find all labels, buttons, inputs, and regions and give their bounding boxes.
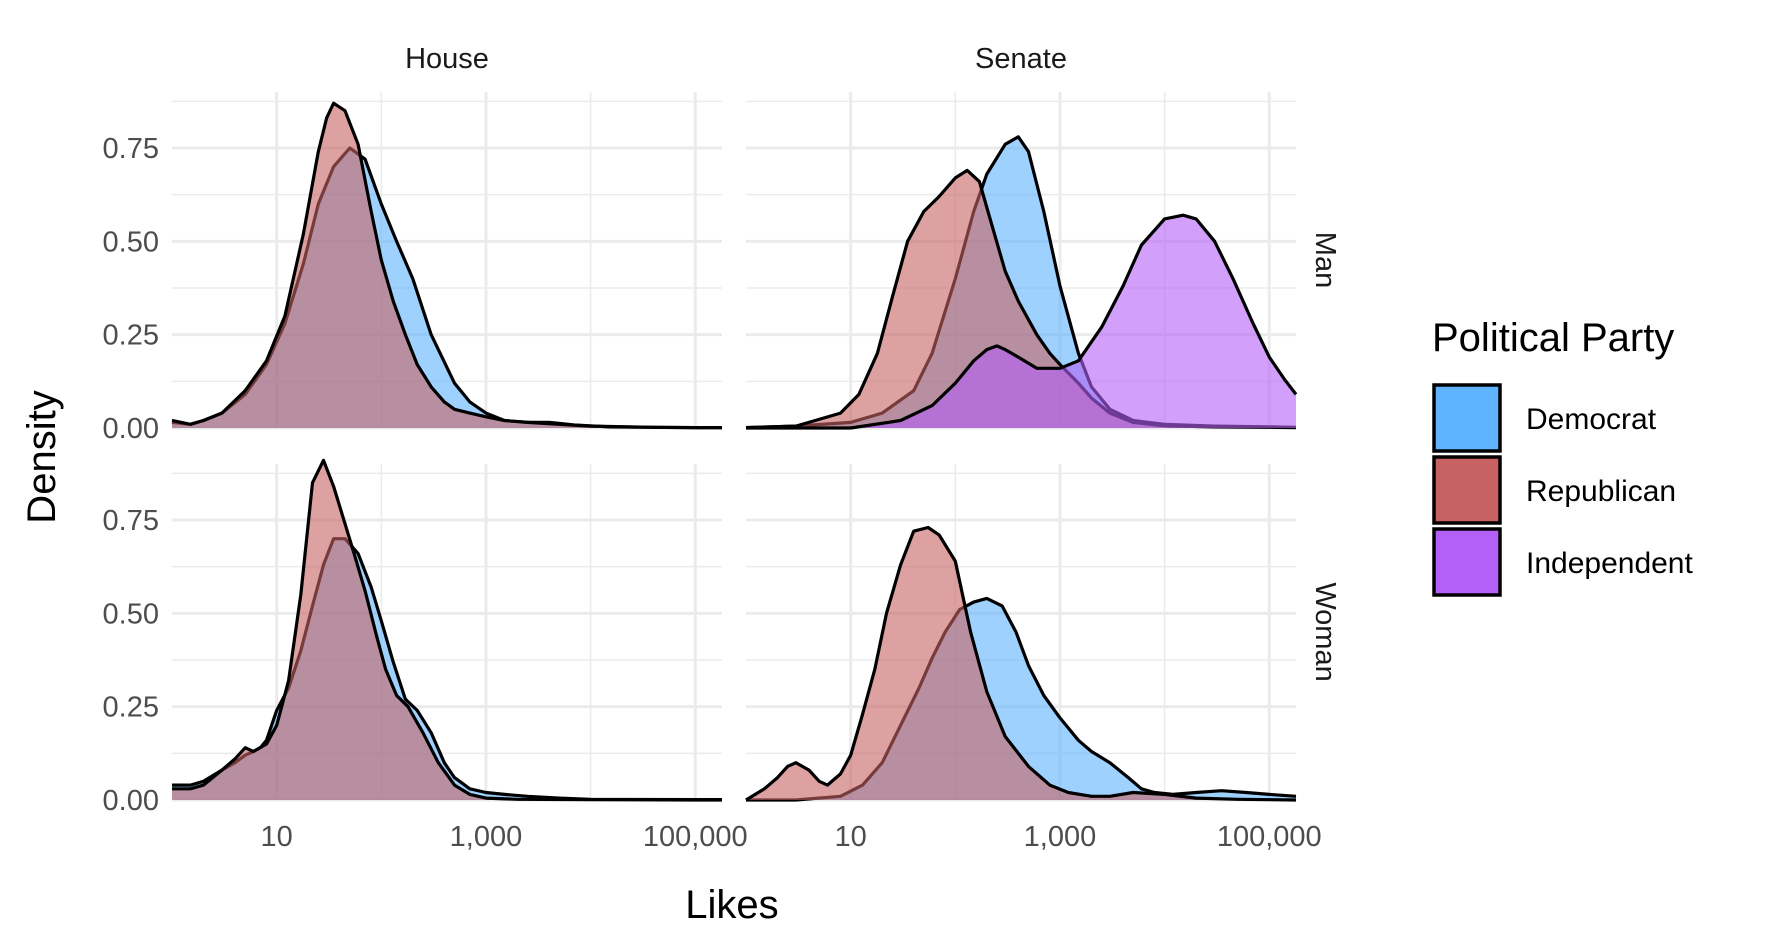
- legend: Political Party Democrat Republican Indepe…: [1432, 316, 1693, 597]
- density-area-republican: [172, 103, 722, 428]
- density-area-democrat: [746, 136, 1296, 429]
- density-line-republican: [172, 458, 722, 802]
- x-tick-label: 10: [835, 821, 867, 853]
- panel-senate-man: [745, 92, 1298, 430]
- x-tick-label: 100,000: [1217, 821, 1322, 853]
- panel-house-woman: 0.00 0.25 0.50 0.75 10 1,000 100,000: [103, 458, 748, 853]
- x-tick-label: 1,000: [1024, 821, 1097, 853]
- legend-items: Democrat Republican Independent: [1432, 383, 1693, 597]
- y-tick-label: 0.00: [103, 413, 159, 445]
- panel-house-man: 0.00 0.25 0.50 0.75: [103, 92, 722, 445]
- x-tick-label: 10: [261, 821, 293, 853]
- legend-label-republican: Republican: [1526, 475, 1676, 508]
- x-axis-title: Likes: [685, 883, 778, 927]
- density-line-republican: [745, 525, 1297, 802]
- y-tick-label: 0.25: [103, 692, 159, 724]
- y-tick-label: 0.50: [103, 598, 159, 630]
- legend-key-democrat: [1432, 383, 1502, 453]
- legend-key-independent: [1432, 527, 1502, 597]
- facet-strip-senate: Senate: [975, 43, 1067, 75]
- density-area-republican: [746, 170, 1296, 428]
- facet-strip-man: Man: [1309, 232, 1341, 288]
- y-tick-label: 0.50: [103, 226, 159, 258]
- legend-label-democrat: Democrat: [1526, 403, 1657, 436]
- legend-title: Political Party: [1432, 316, 1674, 360]
- x-tick-label: 1,000: [450, 821, 523, 853]
- facet-strip-woman: Woman: [1309, 582, 1341, 681]
- panel-senate-woman: 10 1,000 100,000: [745, 464, 1322, 853]
- density-area-democrat: [746, 598, 1296, 800]
- density-line-independent: [746, 213, 1298, 430]
- facet-strip-house: House: [405, 43, 489, 75]
- density-area-republican: [172, 460, 722, 800]
- legend-label-independent: Independent: [1526, 547, 1693, 580]
- y-tick-label: 0.25: [103, 320, 159, 352]
- y-tick-label: 0.75: [103, 505, 159, 537]
- density-line-republican: [171, 101, 722, 430]
- x-tick-label: 100,000: [643, 821, 748, 853]
- y-tick-label: 0.00: [103, 785, 159, 817]
- panels-layer: House SenateManWoman0.000.250.500.750.000…: [103, 43, 1341, 853]
- y-axis-title: Density: [20, 390, 64, 523]
- y-tick-label: 0.75: [103, 133, 159, 165]
- legend-key-republican: [1432, 455, 1502, 525]
- density-area-independent: [746, 215, 1296, 428]
- density-area-republican: [746, 527, 1296, 800]
